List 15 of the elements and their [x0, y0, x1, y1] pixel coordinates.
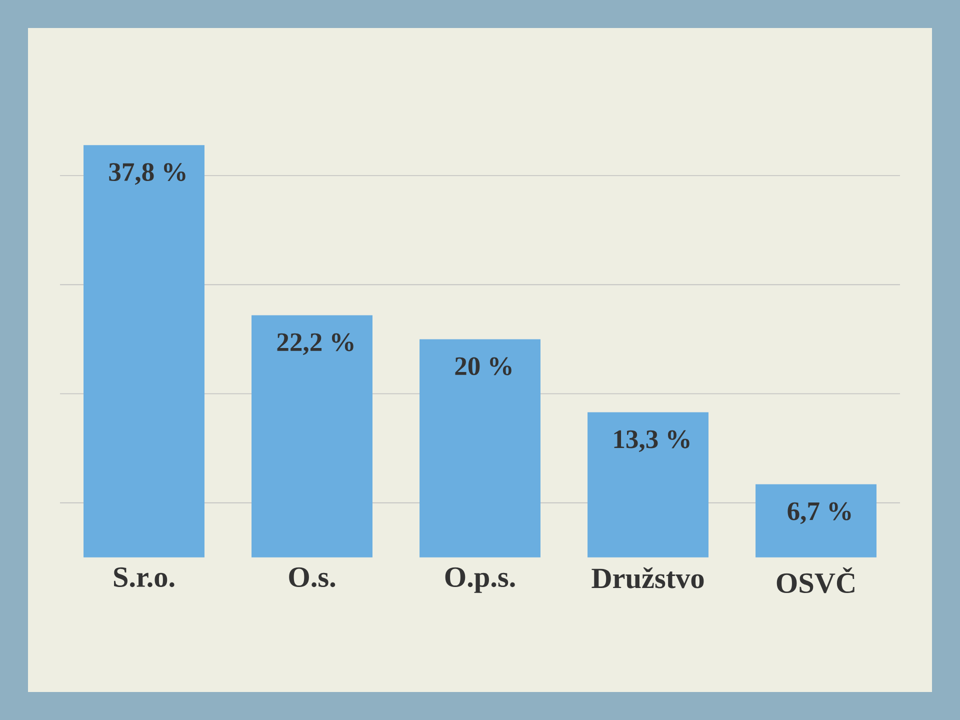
bar — [252, 315, 372, 558]
x-tick-label: O.s. — [289, 567, 336, 588]
x-tick-label: Družstvo — [592, 567, 704, 588]
data-label: 22,2 % — [277, 333, 354, 356]
x-tick-label: S.r.o. — [114, 567, 174, 588]
bar — [588, 412, 708, 558]
bar — [756, 484, 876, 558]
bar — [84, 145, 204, 558]
data-label: 20 % — [455, 357, 512, 376]
data-label: 13,3 % — [614, 430, 690, 452]
bar — [420, 339, 540, 558]
data-label: 6,7 % — [788, 502, 851, 524]
x-tick-label: OSVČ — [776, 567, 854, 594]
data-label: 37,8 % — [109, 163, 186, 185]
x-tick-label: O.p.s. — [445, 567, 515, 593]
